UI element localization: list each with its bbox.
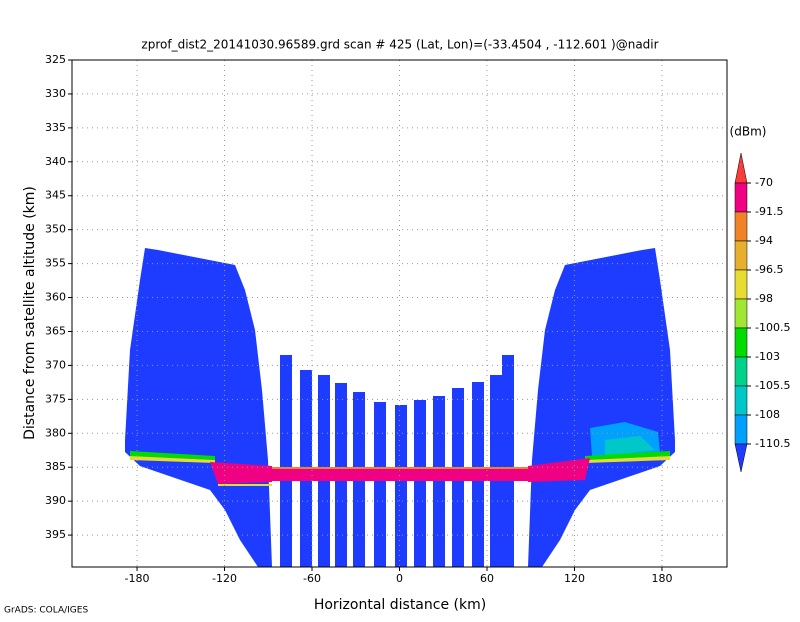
swath-column bbox=[395, 405, 407, 567]
y-tick-label: 390 bbox=[45, 494, 66, 507]
colorbar-tick-label: -105.5 bbox=[755, 379, 790, 392]
x-tick-label: 180 bbox=[651, 572, 672, 585]
y-tick-label: 335 bbox=[45, 121, 66, 134]
y-tick-label: 355 bbox=[45, 257, 66, 270]
colorbar-label: (dBm) bbox=[730, 125, 767, 139]
footer: GrADS: COLA/IGES bbox=[4, 606, 88, 616]
yellow-line bbox=[130, 456, 215, 463]
colorbar-swatch bbox=[734, 240, 748, 271]
swath-column bbox=[502, 355, 514, 567]
colorbar-swatch bbox=[734, 327, 748, 358]
colorbar-tick-label: -96.5 bbox=[755, 263, 783, 276]
yellow-line bbox=[218, 484, 272, 486]
y-tick-label: 330 bbox=[45, 87, 66, 100]
x-tick-label: 60 bbox=[480, 572, 494, 585]
green-line bbox=[585, 451, 670, 460]
colorbar-swatch bbox=[734, 298, 748, 329]
swath-column bbox=[433, 396, 445, 567]
colorbar-swatch bbox=[734, 414, 748, 445]
y-tick-label: 385 bbox=[45, 460, 66, 473]
grid-layer bbox=[72, 59, 727, 567]
colorbar-tick-label: -94 bbox=[755, 234, 773, 247]
colorbar-tick-label: -98 bbox=[755, 292, 773, 305]
y-tick-label: 360 bbox=[45, 291, 66, 304]
swath-column bbox=[280, 355, 292, 567]
swath-left bbox=[125, 248, 272, 567]
colorbar-swatch bbox=[734, 211, 748, 242]
y-tick-label: 345 bbox=[45, 189, 66, 202]
colorbar-swatch bbox=[734, 269, 748, 300]
y-axis-label: Distance from satellite altitude (km) bbox=[22, 186, 38, 440]
orange-line bbox=[272, 467, 528, 469]
y-tick-label: 380 bbox=[45, 426, 66, 439]
chart-title: zprof_dist2_20141030.96589.grd scan # 42… bbox=[141, 38, 658, 52]
swath-right bbox=[528, 248, 675, 567]
colorbar-tick-label: -110.5 bbox=[755, 437, 790, 450]
yellow-line bbox=[585, 456, 670, 463]
swath-column bbox=[414, 400, 426, 567]
y-tick-label: 370 bbox=[45, 358, 66, 371]
colorbar-tick-label: -70 bbox=[755, 176, 773, 189]
colorbar-tick-label: -108 bbox=[755, 408, 780, 421]
y-tick-label: 340 bbox=[45, 155, 66, 168]
pink-band bbox=[210, 462, 272, 484]
colorbar-tick-label: -103 bbox=[755, 350, 780, 363]
x-tick-label: -180 bbox=[125, 572, 150, 585]
swath-column bbox=[374, 402, 386, 567]
y-tick-label: 325 bbox=[45, 53, 66, 66]
x-tick-label: -60 bbox=[303, 572, 321, 585]
y-tick-label: 395 bbox=[45, 528, 66, 541]
colorbar-swatch bbox=[734, 443, 748, 473]
colorbar-swatch bbox=[734, 182, 748, 213]
x-tick-label: -120 bbox=[212, 572, 237, 585]
green-line bbox=[130, 451, 215, 460]
x-tick-label: 120 bbox=[564, 572, 585, 585]
colorbar-tick-label: -100.5 bbox=[755, 321, 790, 334]
colorbar-swatch bbox=[734, 385, 748, 416]
y-tick-label: 375 bbox=[45, 392, 66, 405]
colorbar-swatch bbox=[734, 356, 748, 387]
image-layer bbox=[125, 248, 675, 567]
colorbar-tick-label: -91.5 bbox=[755, 205, 783, 218]
green-patch bbox=[605, 436, 655, 456]
y-tick-label: 365 bbox=[45, 324, 66, 337]
y-tick-label: 350 bbox=[45, 223, 66, 236]
x-axis-label: Horizontal distance (km) bbox=[314, 597, 486, 613]
x-tick-label: 0 bbox=[396, 572, 403, 585]
